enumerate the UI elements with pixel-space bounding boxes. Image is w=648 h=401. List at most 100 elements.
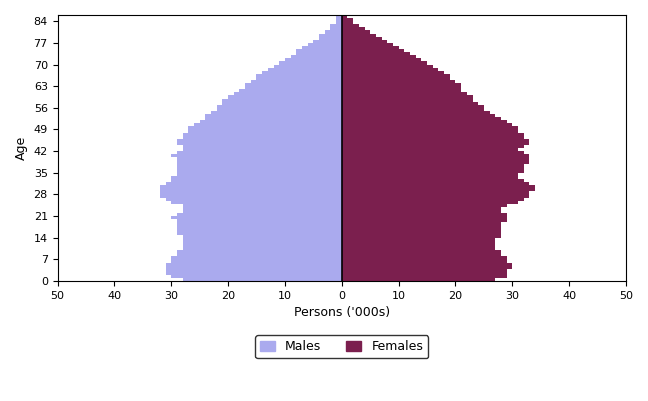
Bar bbox=[302, 46, 341, 49]
Bar bbox=[183, 207, 341, 210]
Bar bbox=[171, 216, 341, 219]
Bar bbox=[171, 200, 341, 204]
Bar bbox=[341, 207, 501, 210]
Bar bbox=[285, 58, 341, 61]
Bar bbox=[341, 114, 495, 117]
Bar bbox=[341, 259, 507, 263]
Bar bbox=[341, 18, 353, 21]
Bar bbox=[183, 238, 341, 241]
Bar bbox=[341, 34, 376, 36]
Bar bbox=[341, 241, 495, 244]
Bar bbox=[183, 244, 341, 247]
Bar bbox=[341, 244, 495, 247]
Bar bbox=[341, 247, 495, 250]
Bar bbox=[341, 173, 518, 176]
Bar bbox=[296, 52, 341, 55]
Bar bbox=[189, 130, 341, 133]
Bar bbox=[341, 24, 359, 27]
Bar bbox=[341, 68, 439, 71]
Bar bbox=[308, 43, 341, 46]
Bar bbox=[341, 145, 524, 148]
Bar bbox=[160, 194, 341, 198]
Legend: Males, Females: Males, Females bbox=[255, 335, 428, 358]
Bar bbox=[341, 176, 518, 179]
Bar bbox=[165, 182, 341, 185]
Bar bbox=[341, 117, 501, 120]
Bar bbox=[171, 259, 341, 263]
Bar bbox=[177, 157, 341, 160]
Bar bbox=[341, 111, 490, 114]
Bar bbox=[183, 145, 341, 148]
Bar bbox=[216, 108, 341, 111]
Bar bbox=[341, 83, 461, 86]
Bar bbox=[341, 36, 382, 40]
Bar bbox=[341, 213, 507, 216]
Bar bbox=[341, 167, 524, 170]
Bar bbox=[200, 120, 341, 123]
Bar bbox=[341, 194, 529, 198]
Bar bbox=[189, 126, 341, 130]
Bar bbox=[341, 46, 399, 49]
Bar bbox=[160, 188, 341, 191]
Bar bbox=[257, 77, 341, 80]
Bar bbox=[341, 95, 472, 99]
Bar bbox=[341, 263, 513, 265]
Bar bbox=[205, 117, 341, 120]
Bar bbox=[341, 256, 507, 259]
Bar bbox=[341, 130, 518, 133]
Bar bbox=[341, 191, 529, 194]
Bar bbox=[341, 55, 415, 58]
Bar bbox=[341, 216, 507, 219]
Bar bbox=[183, 136, 341, 139]
Bar bbox=[183, 148, 341, 151]
Bar bbox=[183, 235, 341, 238]
Bar bbox=[341, 229, 501, 232]
Y-axis label: Age: Age bbox=[15, 136, 28, 160]
Bar bbox=[240, 89, 341, 92]
Bar bbox=[341, 185, 535, 188]
Bar bbox=[341, 136, 524, 139]
Bar bbox=[341, 238, 495, 241]
Bar bbox=[341, 157, 529, 160]
Bar bbox=[177, 250, 341, 253]
Bar bbox=[273, 65, 341, 68]
Bar bbox=[262, 71, 341, 74]
Bar bbox=[341, 71, 444, 74]
Bar bbox=[341, 65, 433, 68]
Bar bbox=[160, 191, 341, 194]
Bar bbox=[341, 139, 529, 142]
Bar bbox=[341, 99, 472, 101]
Bar bbox=[330, 24, 341, 27]
Bar bbox=[194, 123, 341, 126]
Bar bbox=[183, 133, 341, 136]
Bar bbox=[177, 232, 341, 235]
Bar bbox=[330, 27, 341, 30]
X-axis label: Persons ('000s): Persons ('000s) bbox=[294, 306, 390, 320]
Bar bbox=[341, 74, 450, 77]
Bar bbox=[341, 235, 501, 238]
Bar bbox=[234, 92, 341, 95]
Bar bbox=[314, 40, 341, 43]
Bar bbox=[341, 58, 421, 61]
Bar bbox=[341, 250, 501, 253]
Bar bbox=[216, 105, 341, 108]
Bar bbox=[183, 247, 341, 250]
Bar bbox=[341, 219, 507, 222]
Bar bbox=[165, 198, 341, 200]
Bar bbox=[341, 27, 365, 30]
Bar bbox=[341, 40, 388, 43]
Bar bbox=[341, 21, 353, 24]
Bar bbox=[245, 83, 341, 86]
Bar bbox=[177, 164, 341, 167]
Bar bbox=[325, 30, 341, 34]
Bar bbox=[341, 123, 513, 126]
Bar bbox=[341, 269, 507, 272]
Bar bbox=[171, 256, 341, 259]
Bar bbox=[341, 164, 524, 167]
Bar bbox=[341, 179, 524, 182]
Bar bbox=[319, 36, 341, 40]
Bar bbox=[341, 86, 461, 89]
Bar bbox=[341, 89, 461, 92]
Bar bbox=[290, 55, 341, 58]
Bar bbox=[341, 278, 495, 281]
